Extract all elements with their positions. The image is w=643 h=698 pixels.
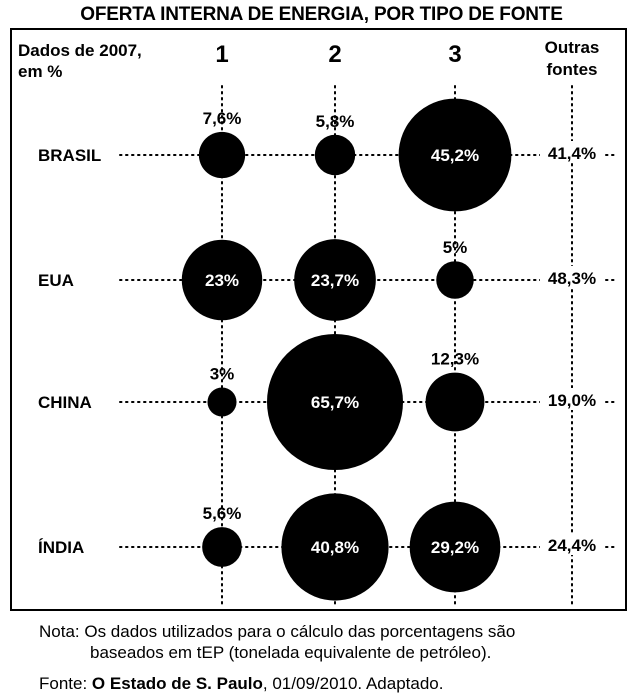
chart-title: OFERTA INTERNA DE ENERGIA, POR TIPO DE F…	[80, 4, 563, 25]
row-label: EUA	[38, 271, 74, 290]
bubble-label: 5,6%	[203, 504, 242, 523]
other-value: 19,0%	[548, 391, 596, 410]
source: Fonte: O Estado de S. Paulo, 01/09/2010.…	[39, 674, 443, 694]
column-header: 2	[328, 41, 341, 68]
other-value: 41,4%	[548, 144, 596, 163]
bubble-label: 29,2%	[431, 538, 479, 557]
bubble-label: 23,7%	[311, 271, 359, 290]
bubble	[181, 239, 263, 321]
bubble	[409, 501, 501, 593]
bubble-label: 12,3%	[431, 350, 479, 369]
note-line1: Nota: Os dados utilizados para o cálculo…	[39, 622, 516, 641]
other-value: 24,4%	[548, 536, 596, 555]
row-label: ÍNDIA	[38, 538, 84, 557]
row-label: CHINA	[38, 393, 92, 412]
other-value-bg	[540, 141, 604, 163]
other-value-bg	[540, 533, 604, 555]
units-label: Dados de 2007, em %	[18, 40, 198, 82]
bubble	[294, 239, 376, 321]
bubble	[425, 372, 485, 432]
bubble	[398, 98, 512, 212]
bubble	[202, 527, 242, 567]
column-header: 1	[215, 41, 228, 68]
column-header: 3	[448, 41, 461, 68]
bubble	[267, 334, 403, 470]
bubble	[281, 493, 389, 601]
bubble-label: 23%	[205, 271, 239, 290]
bubble-label: 5,8%	[316, 112, 355, 131]
bubble-label: 65,7%	[311, 393, 359, 412]
bubble-label: 45,2%	[431, 146, 479, 165]
bubble-label: 40,8%	[311, 538, 359, 557]
source-suffix: , 01/09/2010. Adaptado.	[262, 674, 444, 693]
bubble-label: 5%	[443, 238, 468, 257]
other-value-bg	[540, 388, 604, 410]
other-value: 48,3%	[548, 269, 596, 288]
other-column-header-line1: Outras	[545, 38, 600, 57]
bubble-label: 3%	[210, 364, 235, 383]
other-column-header-line2: fontes	[547, 60, 598, 79]
other-value-bg	[540, 266, 604, 288]
note-line2: baseados em tEP (tonelada equivalente de…	[90, 643, 492, 662]
bubble	[314, 134, 356, 176]
units-label-line2: em %	[18, 62, 63, 81]
bubble	[207, 387, 237, 417]
source-publication: O Estado de S. Paulo	[91, 674, 263, 693]
chart-frame	[10, 28, 627, 611]
source-prefix: Fonte:	[39, 674, 92, 693]
units-label-line1: Dados de 2007,	[18, 41, 142, 60]
bubble	[436, 261, 474, 299]
bubble	[198, 131, 246, 179]
bubble-label: 7,6%	[203, 109, 242, 128]
note: Nota: Os dados utilizados para o cálculo…	[39, 621, 619, 663]
row-label: BRASIL	[38, 146, 101, 165]
